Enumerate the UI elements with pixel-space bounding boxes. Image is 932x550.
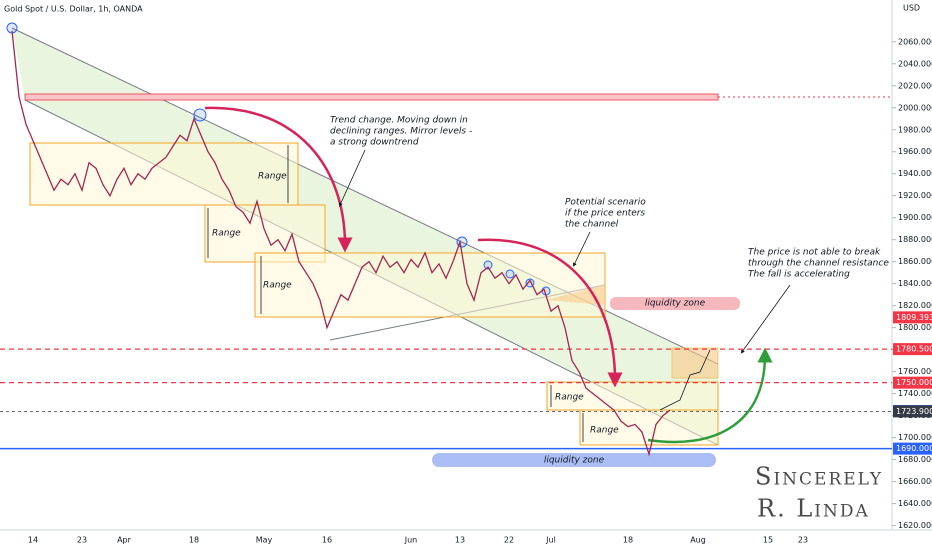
liquidity-label: liquidity zone (544, 456, 605, 466)
range-box (29, 142, 299, 206)
y-tick-label: 1920.000 (898, 191, 932, 200)
y-tick-label: 1740.000 (898, 389, 932, 398)
x-tick-label: 23 (798, 536, 808, 545)
x-tick-label: 23 (77, 536, 87, 545)
curve-arrow (204, 106, 353, 253)
y-tick-label: 2000.000 (898, 103, 932, 112)
y-tick-label: 1940.000 (898, 169, 932, 178)
y-tick-label: 1620.000 (898, 521, 932, 530)
x-tick-label: 13 (455, 536, 465, 545)
y-tick-label: 2020.000 (898, 81, 932, 90)
touch (505, 269, 515, 279)
x-tick-label: 18 (623, 536, 633, 545)
pointer (740, 284, 791, 354)
note: if the price enters (565, 209, 645, 219)
curve-arrow (647, 347, 773, 444)
price-line (11, 30, 671, 457)
note: The fall is accelerating (748, 270, 850, 280)
x-tick-label: 22 (504, 536, 514, 545)
chart-title: Gold Spot / U.S. Dollar, 1h, OANDA (4, 5, 143, 14)
x-tick-label: Jul (545, 536, 556, 545)
price-axis (892, 0, 932, 550)
y-tick-label: 1840.000 (898, 279, 932, 288)
range-arrows (207, 145, 584, 442)
note: Trend change. Moving down in (330, 116, 468, 126)
signature: Sincerely (755, 463, 883, 491)
y-tick-label: 1760.000 (898, 367, 932, 376)
x-tick-label: 16 (322, 536, 332, 545)
note: Potential scenario (565, 198, 646, 208)
range-label: Range (555, 393, 584, 403)
signature: R. Linda (757, 495, 870, 523)
level-tag (893, 376, 932, 389)
note: declining ranges. Mirror levels - (330, 127, 472, 137)
level-label: 1690.000 (896, 444, 932, 453)
touch (483, 260, 493, 270)
target-box (671, 347, 719, 379)
pointer (339, 149, 366, 207)
level-tag (893, 343, 932, 356)
projection (659, 349, 711, 411)
range-box (254, 252, 606, 318)
note: the channel (565, 220, 619, 230)
x-tick-label: 18 (189, 536, 199, 545)
y-tick-label: 1900.000 (898, 213, 932, 222)
y-tick-label: 1880.000 (898, 235, 932, 244)
y-tick-label: 1800.000 (898, 323, 932, 332)
liquidity-label: liquidity zone (645, 299, 706, 309)
channel-fill (12, 28, 718, 445)
liquidity-zone-top (610, 297, 740, 310)
y-tick-label: 1700.000 (898, 433, 932, 442)
resistance-zone (24, 93, 719, 101)
pointer (573, 231, 591, 267)
range-label: Range (263, 281, 292, 291)
x-tick-label: Jun (404, 536, 418, 545)
touch (193, 108, 207, 122)
range-label: Range (590, 426, 619, 436)
note: The price is not able to break (748, 248, 881, 258)
x-tick-label: May (256, 536, 273, 545)
note: a strong downtrend (330, 138, 419, 148)
range-label: Range (212, 229, 241, 239)
range-label: Range (258, 172, 287, 182)
liquidity-zone-bottom (432, 453, 716, 467)
x-tick-label: Aug (690, 536, 706, 545)
level-tag (893, 311, 932, 324)
x-tick-label: 14 (28, 536, 38, 545)
level-label: 1809.393 (896, 313, 932, 322)
level-label: 1780.500 (896, 345, 932, 354)
x-tick-label: 15 (763, 536, 773, 545)
y-tick-label: 1680.000 (898, 455, 932, 464)
y-tick-label: 2040.000 (898, 59, 932, 68)
note: through the channel resistance (748, 259, 889, 269)
level-label: 1723.900 (896, 407, 932, 416)
level-label: 1750.000 (896, 378, 932, 387)
axis-unit: USD (903, 4, 920, 13)
y-tick-label: 1980.000 (898, 125, 932, 134)
y-tick-label: 1960.000 (898, 147, 932, 156)
y-tick-label: 1820.000 (898, 301, 932, 310)
range-boxes (29, 142, 719, 446)
y-tick-label: 1860.000 (898, 257, 932, 266)
y-tick-label: 1640.000 (898, 499, 932, 508)
x-tick-label: Apr (117, 536, 132, 545)
level-tag (893, 405, 932, 418)
curve-arrow (477, 238, 623, 388)
y-tick-label: 1660.000 (898, 477, 932, 486)
level-tag (893, 442, 932, 455)
y-tick-label: 2060.000 (898, 37, 932, 46)
